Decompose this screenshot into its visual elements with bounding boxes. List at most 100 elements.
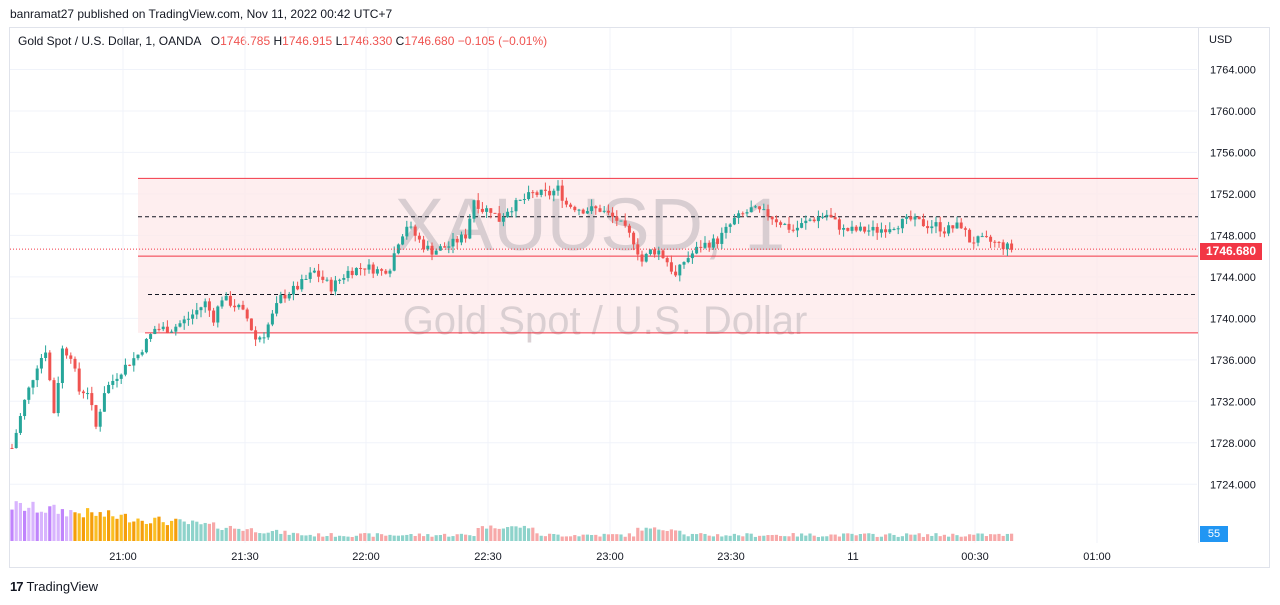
candle xyxy=(577,209,581,211)
candle xyxy=(825,214,829,217)
volume-bar xyxy=(396,535,400,541)
candle xyxy=(254,330,258,340)
volume-bar xyxy=(359,533,363,541)
volume-bar xyxy=(535,533,539,541)
volume-bar xyxy=(984,536,988,541)
volume-bar xyxy=(690,533,694,541)
candle xyxy=(191,314,195,319)
volume-bar xyxy=(871,533,875,541)
volume-bar xyxy=(850,533,854,541)
volume-bar xyxy=(170,520,174,541)
volume-bar xyxy=(409,534,413,541)
candle xyxy=(623,220,627,226)
high-value: 1746.915 xyxy=(282,34,333,48)
volume-bar xyxy=(207,523,211,541)
candle xyxy=(539,189,543,195)
volume-bar xyxy=(879,536,883,541)
volume-bar xyxy=(107,510,111,541)
volume-bar xyxy=(598,536,602,541)
volume-bar xyxy=(291,532,295,541)
volume-bar xyxy=(741,536,745,541)
volume-bar xyxy=(287,534,291,541)
volume-bar xyxy=(795,536,799,541)
candle xyxy=(791,229,795,231)
candle xyxy=(602,210,606,212)
candle xyxy=(770,216,774,220)
volume-bar xyxy=(157,516,161,541)
candle xyxy=(678,264,682,276)
volume-bar xyxy=(590,534,594,541)
candle xyxy=(648,249,652,254)
volume-bar xyxy=(296,533,300,541)
volume-bar xyxy=(615,534,619,541)
x-tick-label: 21:00 xyxy=(109,551,137,563)
volume-bar xyxy=(199,524,203,541)
y-tick-label: 1752.000 xyxy=(1210,189,1256,201)
candle xyxy=(241,304,245,310)
volume-bar xyxy=(338,535,342,541)
candle xyxy=(388,270,392,274)
volume-bar xyxy=(497,528,501,541)
volume-bar xyxy=(644,527,648,541)
candle xyxy=(23,399,27,417)
volume-bar xyxy=(695,534,699,541)
volume-bar xyxy=(531,527,535,541)
candle xyxy=(732,217,736,225)
candle xyxy=(312,270,316,273)
candle xyxy=(569,204,573,207)
candle xyxy=(10,447,14,449)
volume-bar xyxy=(346,536,350,541)
volume-bar xyxy=(732,533,736,541)
volume-bar xyxy=(896,536,900,541)
volume-bar xyxy=(888,533,892,541)
volume-bar xyxy=(489,525,493,541)
volume-bar xyxy=(749,533,753,541)
candle xyxy=(472,200,476,219)
candle xyxy=(590,206,594,212)
volume-bar xyxy=(648,528,652,541)
symbol-title[interactable]: Gold Spot / U.S. Dollar, 1, OANDA xyxy=(18,34,202,48)
volume-bar xyxy=(543,536,547,541)
candle xyxy=(896,228,900,230)
y-tick-label: 1728.000 xyxy=(1210,438,1256,450)
volume-bar xyxy=(333,536,337,541)
volume-bar xyxy=(942,534,946,541)
volume-bar xyxy=(195,521,199,541)
candle xyxy=(518,199,522,201)
volume-bar xyxy=(52,504,56,541)
publish-header: banramat27 published on TradingView.com,… xyxy=(10,7,393,21)
candle xyxy=(842,228,846,230)
volume-bar xyxy=(560,536,564,541)
x-tick-label: 00:30 xyxy=(961,551,989,563)
candle xyxy=(317,270,321,277)
volume-bar xyxy=(577,536,581,541)
volume-bar xyxy=(829,534,833,541)
candle xyxy=(149,334,153,339)
price-axis[interactable] xyxy=(1198,28,1271,543)
low-value: 1746.330 xyxy=(342,34,393,48)
volume-bar xyxy=(699,533,703,541)
volume-bar xyxy=(485,528,489,541)
volume-bar xyxy=(951,533,955,541)
range-band xyxy=(138,178,1198,333)
volume-bar xyxy=(128,522,132,541)
candle xyxy=(338,279,342,281)
candle xyxy=(997,241,1001,243)
y-tick-label: 1748.000 xyxy=(1210,230,1256,242)
candle xyxy=(783,223,787,225)
volume-bar xyxy=(212,522,216,541)
candle xyxy=(140,352,144,355)
candle xyxy=(476,200,480,209)
candle xyxy=(35,368,39,381)
volume-bar xyxy=(938,536,942,541)
volume-bar xyxy=(581,534,585,541)
volume-bar xyxy=(917,533,921,541)
chart-frame xyxy=(9,27,1270,568)
candle xyxy=(392,253,396,271)
volume-bar xyxy=(405,534,409,541)
volume-bar xyxy=(900,536,904,541)
candle xyxy=(917,216,921,220)
footer-brand[interactable]: 17 TradingView xyxy=(10,579,98,594)
candle xyxy=(119,374,123,379)
